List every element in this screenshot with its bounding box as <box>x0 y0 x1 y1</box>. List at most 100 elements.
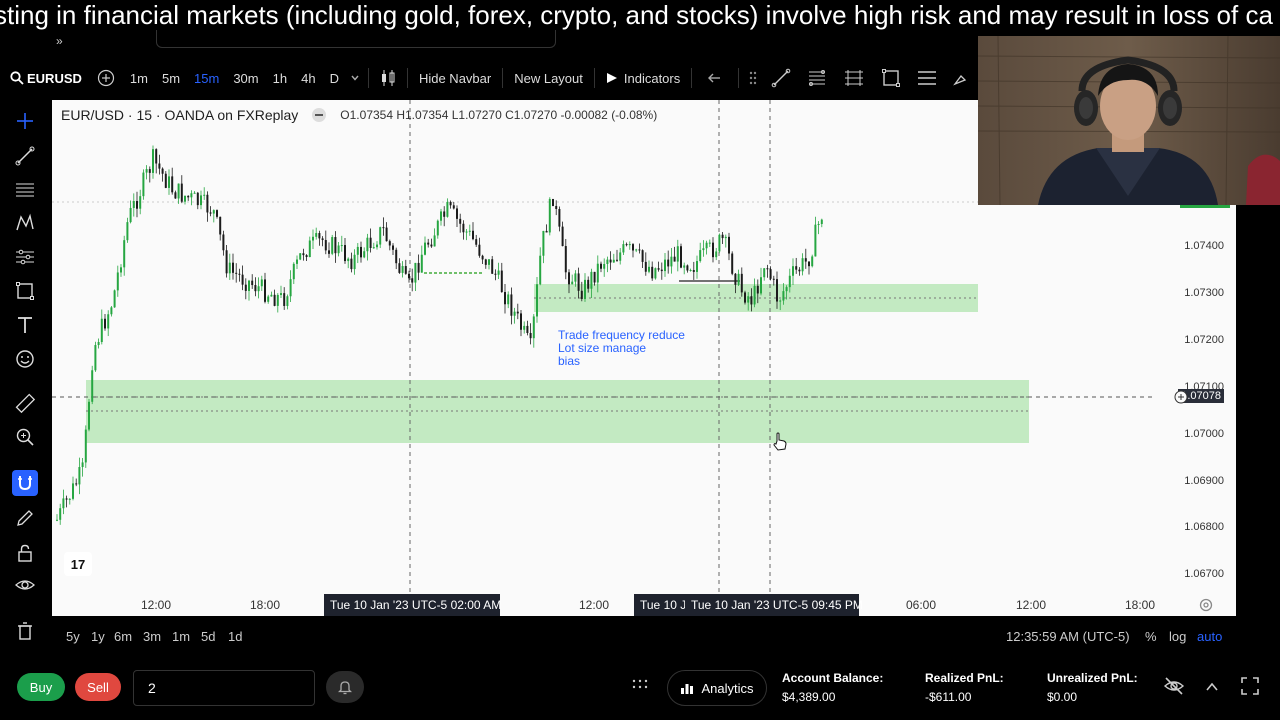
candle-bull <box>440 211 442 221</box>
sell-button[interactable]: Sell <box>75 673 121 701</box>
interval-4h[interactable]: 4h <box>301 70 316 86</box>
time-label: 06:00 <box>906 598 937 612</box>
candle-bull <box>801 258 804 272</box>
candle-bear <box>587 279 590 289</box>
tradingview-logo[interactable]: 17 <box>64 552 92 576</box>
candle-bull <box>212 210 215 214</box>
range-1m[interactable]: 1m <box>172 629 191 644</box>
candle-bull <box>513 311 516 316</box>
price-label: 1.06700 <box>1184 568 1224 580</box>
interval-dropdown[interactable] <box>346 60 364 96</box>
trendline-icon <box>15 146 35 166</box>
candle-bear <box>452 205 455 209</box>
draw-mode-tool[interactable] <box>12 505 38 531</box>
zoom-in-icon <box>16 428 34 446</box>
range-3m[interactable]: 3m <box>143 629 162 644</box>
interval-5m[interactable]: 5m <box>161 70 181 86</box>
undo-button[interactable] <box>696 60 734 96</box>
drag-grid-icon[interactable] <box>632 679 648 689</box>
candle-bull <box>340 245 343 247</box>
horizontal-lines-tool[interactable] <box>12 177 38 203</box>
emoji-tool[interactable] <box>12 346 38 372</box>
pattern-tool[interactable] <box>835 60 873 96</box>
indicators-button[interactable]: Indicators <box>599 60 687 96</box>
rectangle-tool[interactable] <box>873 60 909 96</box>
chevron-up-icon[interactable] <box>1205 680 1219 694</box>
range-1y[interactable]: 1y <box>91 629 105 644</box>
log-scale-toggle[interactable]: log <box>1169 629 1187 644</box>
interval-d[interactable]: D <box>329 70 339 86</box>
lock-drawings-tool[interactable] <box>12 540 38 566</box>
interval-15m[interactable]: 15m <box>194 70 220 86</box>
candle-bull <box>289 279 292 297</box>
candlestick-plot[interactable] <box>52 100 1236 594</box>
clock[interactable]: 12:35:59 AM (UTC-5) <box>1006 629 1130 644</box>
search-icon <box>10 71 24 85</box>
analytics-button[interactable]: Analytics <box>667 670 767 706</box>
chart-type-button[interactable] <box>373 60 403 96</box>
forecast-tool[interactable] <box>12 244 38 270</box>
candle-bear <box>318 233 321 239</box>
range-5d[interactable]: 5d <box>201 629 216 644</box>
chart-legend: EUR/USD · 15 · OANDA on FXReplay O1.0735… <box>61 107 657 123</box>
candle-bull <box>94 345 97 371</box>
text-tool[interactable] <box>12 312 38 338</box>
fib-tool[interactable] <box>799 60 835 96</box>
interval-1m[interactable]: 1m <box>129 70 148 86</box>
auto-scale-toggle[interactable]: auto <box>1197 629 1223 644</box>
candle-bear <box>360 246 362 258</box>
buy-button[interactable]: Buy <box>17 673 65 701</box>
trendline-tool[interactable] <box>763 60 799 96</box>
candle-bull <box>715 251 718 258</box>
fullscreen-icon[interactable] <box>1241 677 1259 695</box>
range-1d[interactable]: 1d <box>228 629 243 644</box>
brush-tool[interactable] <box>945 60 977 96</box>
range-6m[interactable]: 6m <box>114 629 133 644</box>
visibility-tool[interactable] <box>12 572 38 598</box>
lines-tool[interactable] <box>909 60 945 96</box>
delete-tool[interactable] <box>12 618 38 644</box>
crosshair-tool[interactable] <box>12 108 38 134</box>
eye-off-icon[interactable] <box>1163 677 1185 695</box>
chart-title[interactable]: EUR/USD · 15 · OANDA on FXReplay <box>61 107 299 123</box>
candle-bull <box>536 284 538 317</box>
pattern-tool[interactable] <box>12 210 38 236</box>
symbol-search[interactable]: EURUSD <box>0 60 89 96</box>
zoom-tool[interactable] <box>12 424 38 450</box>
range-5y[interactable]: 5y <box>66 629 80 644</box>
indicators-icon <box>606 73 617 83</box>
shape-tool[interactable] <box>12 278 38 304</box>
new-layout-button[interactable]: New Layout <box>514 70 583 86</box>
lock-order-button[interactable] <box>326 671 364 703</box>
chart-note[interactable]: Trade frequency reduce Lot size manage b… <box>558 329 685 368</box>
candle-bull <box>363 251 366 258</box>
candle-bull <box>168 176 170 188</box>
add-alert-icon[interactable] <box>1174 390 1188 404</box>
measure-tool[interactable] <box>12 390 38 416</box>
menu-lines-icon <box>918 71 937 85</box>
fib-lines-icon <box>16 183 34 197</box>
candle-bear <box>324 240 327 251</box>
candle-bull <box>683 265 686 268</box>
candle-bull <box>129 207 132 223</box>
webcam-overlay <box>978 36 1280 205</box>
interval-1h[interactable]: 1h <box>272 70 288 86</box>
collapse-legend-button[interactable] <box>312 108 327 122</box>
percent-scale-toggle[interactable]: % <box>1145 629 1157 644</box>
magnet-tool[interactable] <box>12 470 38 496</box>
add-symbol-button[interactable] <box>89 60 123 96</box>
interval-30m[interactable]: 30m <box>233 70 259 86</box>
time-axis[interactable]: 12:00 18:00 Tue 10 Jan '23 UTC-5 02:00 A… <box>52 594 1236 616</box>
hide-navbar-button[interactable]: Hide Navbar <box>418 70 492 86</box>
settings-icon[interactable] <box>1199 598 1213 612</box>
price-label: 1.07000 <box>1184 428 1224 440</box>
play-forward-icon[interactable]: » <box>56 34 63 48</box>
trendline-tool[interactable] <box>12 143 38 169</box>
drag-handle[interactable] <box>743 60 763 96</box>
candle-bull <box>760 277 762 294</box>
quantity-input[interactable] <box>133 670 315 706</box>
candle-bear <box>161 168 164 174</box>
candle-bear <box>155 149 158 164</box>
candle-bear <box>264 279 266 302</box>
candle-bear <box>600 263 602 269</box>
